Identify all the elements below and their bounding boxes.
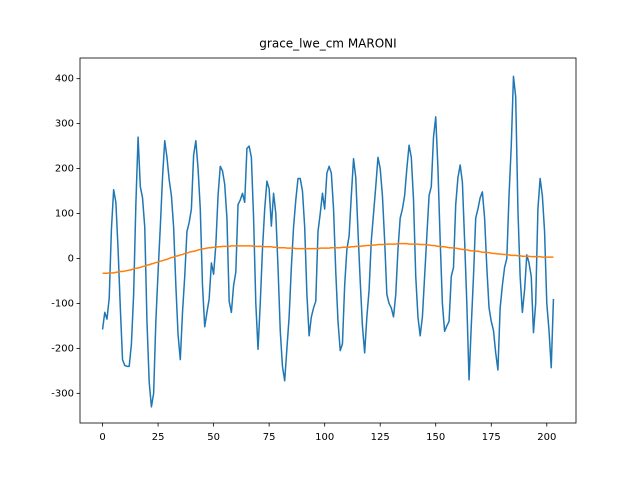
y-tick-label: 100 — [55, 209, 74, 220]
y-tick-label: 300 — [55, 119, 74, 130]
y-tick-label: 400 — [55, 74, 74, 85]
y-tick-label: -100 — [51, 298, 74, 309]
x-tick-label: 175 — [482, 432, 501, 443]
x-tick-label: 50 — [207, 432, 220, 443]
x-tick-label: 150 — [426, 432, 445, 443]
x-tick-label: 75 — [263, 432, 276, 443]
x-tick-label: 100 — [315, 432, 334, 443]
y-tick-label: 200 — [55, 164, 74, 175]
line-series — [102, 242, 554, 275]
chart-title: grace_lwe_cm MARONI — [259, 37, 396, 51]
x-tick-label: 200 — [537, 432, 556, 443]
y-tick-label: 0 — [68, 253, 74, 264]
y-tick-label: -200 — [51, 343, 74, 354]
x-tick-label: 25 — [152, 432, 165, 443]
y-tick-label: -300 — [51, 388, 74, 399]
line-series — [101, 75, 555, 408]
x-tick-label: 0 — [99, 432, 105, 443]
x-tick-label: 125 — [371, 432, 390, 443]
plot-frame — [79, 57, 577, 424]
